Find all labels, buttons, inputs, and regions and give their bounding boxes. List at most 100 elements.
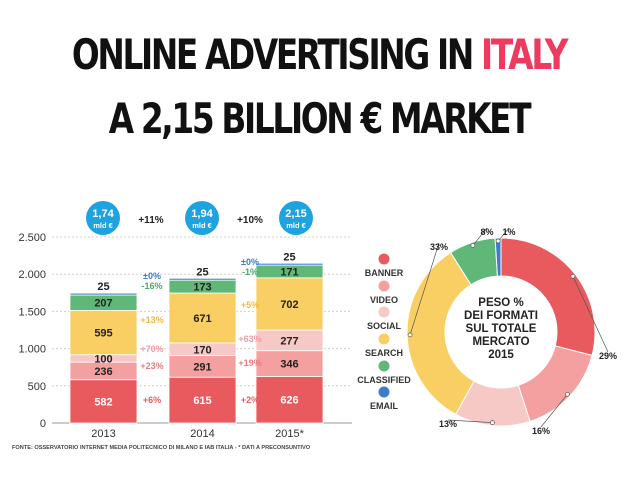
- x-tick-label: 2014: [190, 428, 214, 440]
- bar-value-label: 25: [97, 281, 109, 293]
- donut-slice-banner: [500, 237, 596, 356]
- total-value: 1,94: [191, 208, 213, 220]
- leader-dot: [470, 243, 476, 248]
- change-label-video: +19%: [238, 358, 261, 368]
- bar-value-label: 346: [280, 359, 298, 371]
- change-label-social: +70%: [140, 344, 163, 354]
- legend-label-email: EMAIL: [370, 401, 399, 411]
- total-growth-label: +11%: [138, 215, 163, 226]
- legend-label-search: SEARCH: [365, 348, 403, 358]
- bar-segment-video: [255, 350, 324, 377]
- change-label-classified: -1%: [242, 267, 258, 277]
- bar-segment-search: [69, 310, 138, 356]
- donut-center-label: SUL TOTALE: [466, 323, 537, 335]
- donut-center-label: MERCATO: [472, 336, 529, 348]
- donut-value-label: 29%: [599, 351, 617, 361]
- leader-dot: [490, 420, 495, 425]
- title-line-2: A 2,15 BILLION € MARKET: [108, 94, 532, 143]
- total-value: 1,74: [92, 208, 114, 220]
- bar-value-label: 671: [193, 313, 211, 325]
- y-tick-label: 1.000: [18, 344, 46, 356]
- leader-line: [409, 242, 440, 335]
- donut-center-label: DEI FORMATI: [464, 310, 538, 322]
- bar-segment-banner: [69, 379, 138, 424]
- bar-value-label: 207: [94, 298, 112, 310]
- donut-slice-email: [494, 237, 502, 277]
- leader-dot: [564, 391, 570, 397]
- title-prefix: ONLINE ADVERTISING IN: [71, 30, 481, 79]
- leader-line: [472, 227, 488, 246]
- bar-segment-email: [168, 277, 237, 281]
- leader-line: [572, 276, 609, 353]
- bar-value-label: 25: [196, 266, 208, 278]
- change-label-banner: +2%: [241, 395, 259, 405]
- bar-value-label: 626: [280, 395, 298, 407]
- title-highlight: ITALY: [480, 30, 568, 79]
- y-tick-label: 0: [40, 418, 46, 430]
- leader-line: [540, 394, 568, 428]
- donut-value-label: 33%: [430, 242, 448, 252]
- donut-slice-video: [517, 345, 593, 423]
- bar-segment-search: [255, 277, 324, 331]
- legend-label-video: VIDEO: [370, 295, 398, 305]
- leader-line: [447, 419, 493, 423]
- change-label-classified: -16%: [141, 281, 162, 291]
- bar-value-label: 100: [94, 353, 112, 365]
- bar-segment-search: [168, 292, 237, 344]
- bar-segment-banner: [168, 376, 237, 424]
- bar-value-label: 702: [280, 299, 298, 311]
- donut-slice-search: [406, 251, 475, 416]
- total-unit: mld €: [192, 221, 212, 230]
- bar-segment-email: [69, 292, 138, 296]
- bar-value-label: 277: [280, 335, 298, 347]
- legend-swatch-social: [378, 306, 390, 318]
- donut-value-label: 1%: [502, 227, 515, 237]
- bar-value-label: 170: [193, 344, 211, 356]
- total-unit: mld €: [93, 221, 113, 230]
- source-note: FONTE: OSSERVATORIO INTERNET MEDIA POLIT…: [12, 445, 311, 451]
- bar-value-label: 173: [193, 282, 211, 294]
- legend-swatch-video: [378, 280, 390, 292]
- bar-segment-email: [255, 262, 324, 266]
- bar-value-label: 582: [94, 396, 112, 408]
- bar-value-label: 595: [94, 328, 112, 340]
- total-bubble: [86, 201, 120, 235]
- bar-value-label: 25: [283, 251, 295, 263]
- legend-label-social: SOCIAL: [367, 321, 402, 331]
- leader-dot: [570, 273, 576, 279]
- y-tick-label: 2.500: [18, 232, 46, 244]
- change-label-banner: +6%: [143, 395, 161, 405]
- bar-value-label: 171: [280, 266, 298, 278]
- bar-value-label: 291: [193, 361, 211, 373]
- legend-swatch-classified: [378, 360, 390, 372]
- legend-label-classified: CLASSIFIED: [357, 375, 411, 385]
- y-tick-label: 2.000: [18, 269, 46, 281]
- donut-center-label: 2015: [488, 349, 514, 361]
- legend-label-banner: BANNER: [365, 268, 404, 278]
- legend-swatch-search: [378, 333, 390, 345]
- bar-value-label: 615: [193, 395, 211, 407]
- total-growth-label: +10%: [237, 215, 263, 226]
- y-tick-label: 500: [28, 381, 46, 393]
- change-label-search: +5%: [241, 300, 259, 310]
- donut-value-label: 8%: [480, 227, 493, 237]
- legend-swatch-email: [378, 386, 390, 398]
- leader-dot: [495, 238, 501, 244]
- change-label-email: ±0%: [241, 257, 259, 267]
- change-label-search: +13%: [140, 315, 163, 325]
- total-bubble: [185, 201, 219, 235]
- donut-value-label: 16%: [532, 426, 550, 436]
- donut-value-label: 13%: [439, 419, 457, 429]
- leader-dot: [407, 332, 413, 338]
- total-value: 2,15: [285, 208, 306, 220]
- title-line-1: ONLINE ADVERTISING IN ITALY: [70, 34, 569, 76]
- bar-segment-banner: [255, 376, 324, 424]
- total-unit: mld €: [286, 221, 306, 230]
- leader-line: [497, 227, 510, 242]
- change-label-video: +23%: [140, 361, 163, 371]
- x-tick-label: 2015*: [275, 428, 304, 440]
- change-label-email: ±0%: [143, 271, 161, 281]
- y-tick-label: 1.500: [18, 306, 46, 318]
- bar-value-label: 236: [94, 366, 112, 378]
